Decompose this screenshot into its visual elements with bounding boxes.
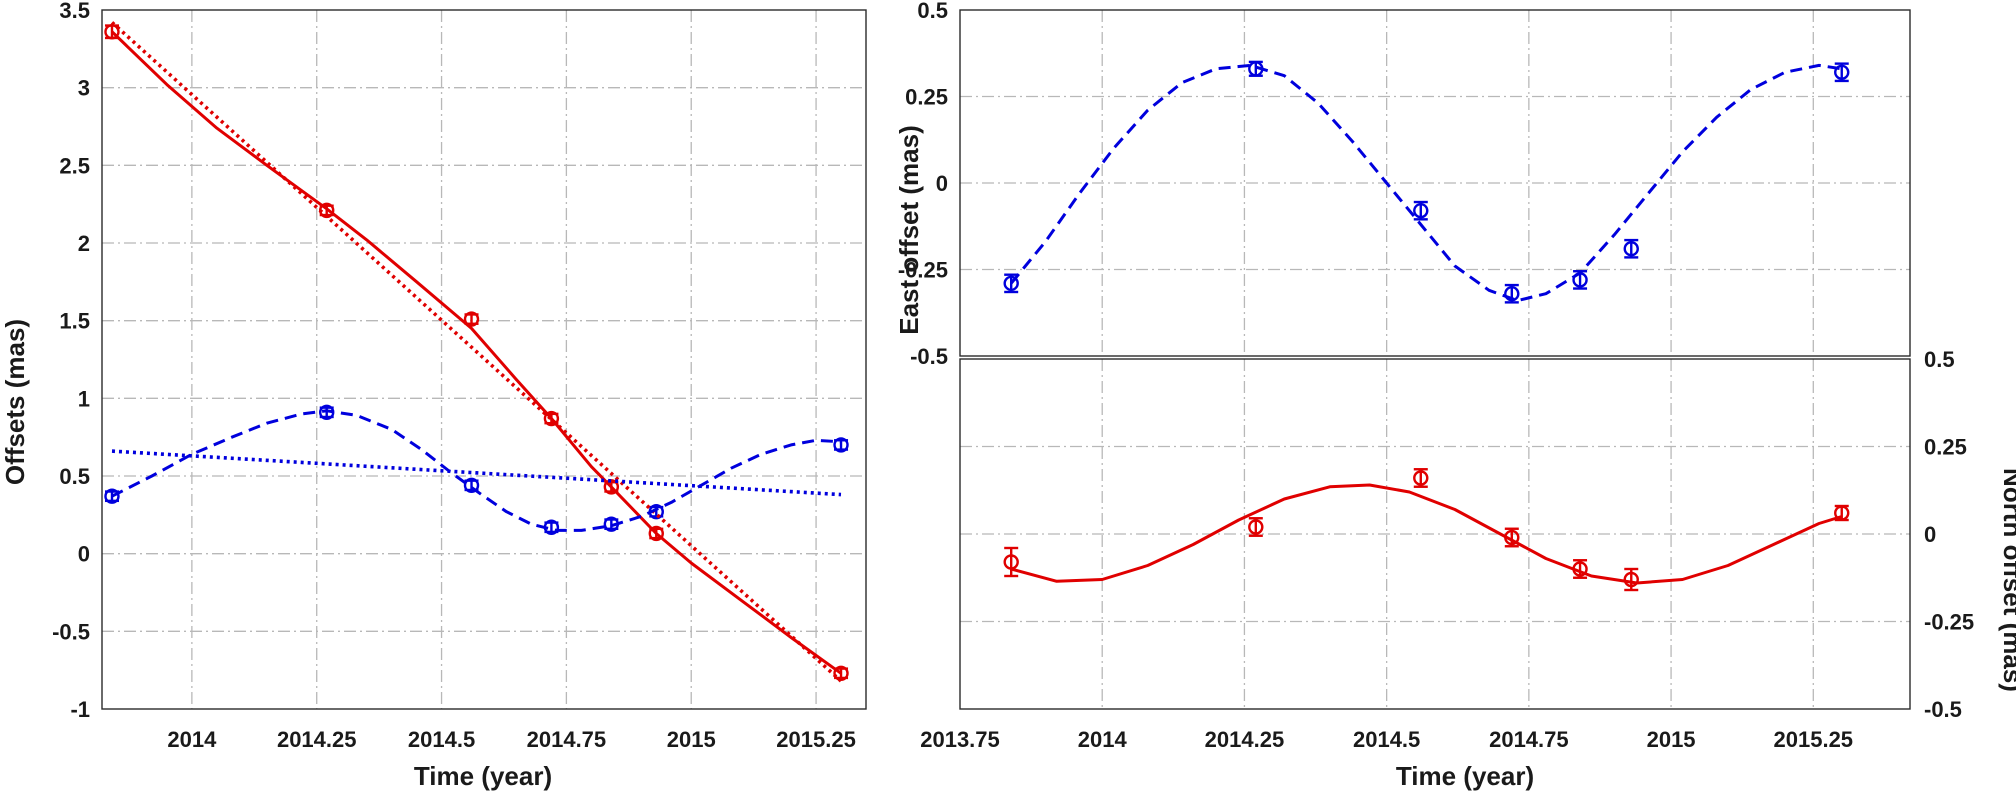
y-tick-label: -0.5 — [910, 344, 948, 369]
x-axis-label: Time (year) — [1396, 761, 1534, 791]
x-tick-label: 2013.75 — [920, 727, 1000, 752]
x-tick-label: 2015 — [667, 727, 716, 752]
plot-frame — [959, 358, 1911, 710]
x-tick-label: 2014 — [1078, 727, 1128, 752]
y-tick-labels: -1 -0.5 0 0.5 1 1.5 2 2.5 3 3.5 — [52, 0, 90, 722]
y-axis-label: East offset (mas) — [894, 125, 924, 335]
x-tick-label: 2015 — [1647, 727, 1696, 752]
x-tick-label: 2015.25 — [776, 727, 856, 752]
y-tick-label: -0.5 — [1924, 697, 1962, 722]
x-tick-label: 2014.25 — [1205, 727, 1285, 752]
x-tick-label: 2014 — [167, 727, 217, 752]
data-marker — [1834, 64, 1850, 80]
x-tick-label: 2014.75 — [527, 727, 607, 752]
grid-lines — [960, 359, 1910, 709]
y-tick-label: 0 — [78, 542, 90, 567]
series-layer — [1003, 468, 1850, 592]
x-tick-labels: 2014 2014.25 2014.5 2014.75 2015 2015.25 — [167, 727, 855, 752]
data-marker — [463, 311, 480, 327]
data-marker — [104, 488, 120, 504]
red-data-point — [1413, 468, 1429, 488]
y-tick-label: 1 — [78, 386, 90, 411]
blue-dotted-fit-line — [111, 449, 842, 497]
y-tick-labels: -0.5 -0.25 0 0.25 0.5 — [1924, 347, 1974, 722]
y-tick-label: 0.5 — [1924, 347, 1955, 372]
blue-data-point — [1834, 62, 1850, 83]
grid-lines — [102, 10, 866, 709]
data-marker — [1413, 470, 1429, 486]
y-axis-label: North offset (mas) — [1998, 468, 2016, 692]
data-marker — [104, 24, 120, 40]
y-tick-label: 2.5 — [59, 153, 90, 178]
x-axis-label: Time (year) — [414, 761, 552, 791]
blue-dashed-fit-line — [1010, 63, 1842, 303]
red-data-point — [1248, 517, 1264, 537]
x-tick-labels: 2013.75 2014 2014.25 2014.5 2014.75 2015 2015.… — [920, 727, 1853, 752]
y-tick-label: 0.5 — [917, 0, 948, 23]
y-tick-label: -0.5 — [52, 619, 90, 644]
grid-lines — [960, 10, 1910, 356]
y-tick-label: 0 — [936, 171, 948, 196]
data-marker — [1623, 571, 1639, 588]
y-tick-label: 2 — [78, 231, 90, 256]
red-data-point — [1003, 546, 1019, 578]
y-tick-labels: -0.5 -0.25 0 0.25 0.5 — [898, 0, 948, 369]
data-marker — [463, 477, 480, 494]
y-tick-label: 1.5 — [59, 309, 90, 334]
data-marker — [1504, 286, 1520, 302]
x-tick-label: 2014.5 — [408, 727, 475, 752]
data-marker — [1413, 202, 1429, 219]
y-tick-label: 3.5 — [59, 0, 90, 23]
y-tick-label: 3 — [78, 76, 90, 101]
data-marker — [833, 437, 849, 453]
blue-data-point — [1623, 238, 1639, 259]
y-tick-label: 0.5 — [59, 464, 90, 489]
red-solid-fit-line — [1010, 483, 1843, 585]
plot-frame — [959, 9, 1911, 357]
blue-data-point — [104, 488, 120, 504]
red-solid-fit-line — [110, 30, 842, 675]
data-marker — [603, 479, 620, 495]
red-data-point — [1623, 567, 1639, 592]
data-marker — [1248, 519, 1264, 535]
y-tick-label: -0.25 — [1924, 610, 1974, 635]
blue-data-point — [1413, 200, 1429, 221]
data-marker — [1003, 275, 1019, 292]
y-tick-label: 0 — [1924, 522, 1936, 547]
east-offset-chart: -0.5 -0.25 0 0.25 0.5 East offset (mas) — [894, 0, 1911, 369]
data-marker — [648, 525, 664, 542]
y-tick-label: 0.25 — [905, 85, 948, 110]
y-axis-label: Offsets (mas) — [0, 319, 30, 485]
x-tick-label: 2014.25 — [277, 727, 357, 752]
y-tick-label: -1 — [70, 697, 90, 722]
y-tick-label: 0.25 — [1924, 435, 1967, 460]
blue-data-point — [543, 519, 560, 535]
blue-data-point — [1003, 273, 1019, 294]
x-tick-label: 2015.25 — [1774, 727, 1854, 752]
red-data-point — [1834, 504, 1850, 522]
x-tick-label: 2014.75 — [1489, 727, 1569, 752]
x-tick-label: 2014.5 — [1353, 727, 1420, 752]
combined-offsets-chart: 2014 2014.25 2014.5 2014.75 2015 2015.25 -1 -0… — [0, 0, 867, 791]
red-dotted-fit-line — [110, 21, 843, 683]
blue-data-point — [833, 437, 849, 453]
red-data-point — [1504, 527, 1520, 548]
data-marker — [1003, 554, 1019, 570]
data-marker — [1834, 505, 1850, 521]
series-layer — [104, 21, 849, 683]
plot-frame — [101, 9, 867, 710]
y-tick-label: -0.25 — [898, 258, 948, 283]
data-marker — [543, 410, 560, 427]
north-offset-chart: 2013.75 2014 2014.25 2014.5 2014.75 2015 2015.… — [920, 347, 2016, 791]
data-marker — [1623, 241, 1639, 257]
blue-dashed-fit-line — [111, 409, 842, 532]
series-layer — [1003, 60, 1850, 304]
